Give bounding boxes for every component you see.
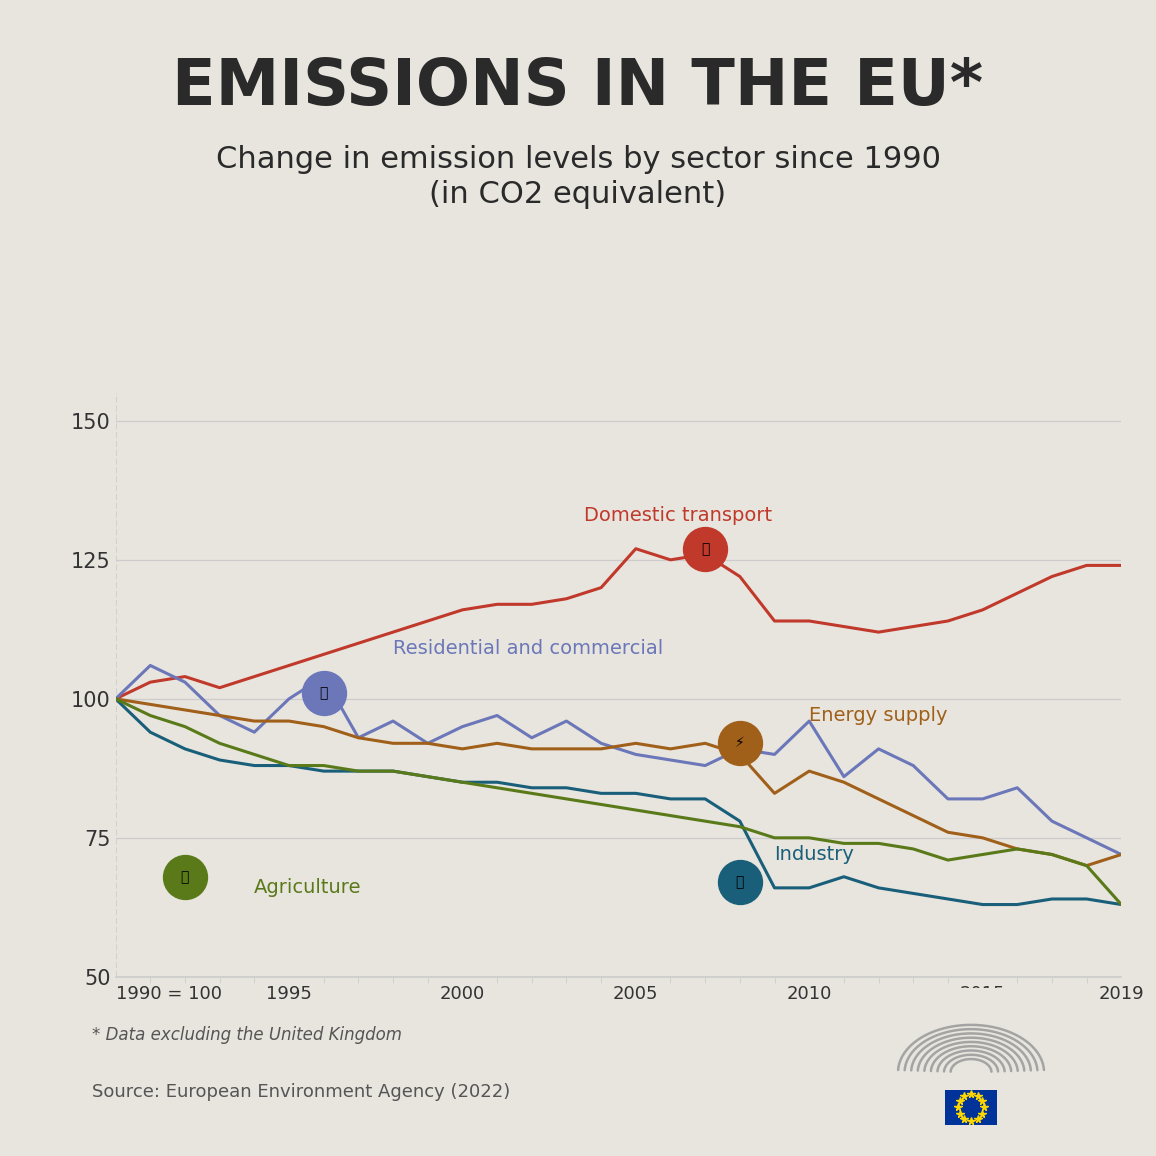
- Text: Industry: Industry: [775, 845, 854, 864]
- Text: Change in emission levels by sector since 1990: Change in emission levels by sector sinc…: [215, 144, 941, 175]
- Point: [314, 684, 333, 703]
- Text: ⚡: ⚡: [735, 736, 744, 750]
- Text: Source: European Environment Agency (2022): Source: European Environment Agency (202…: [92, 1083, 511, 1102]
- Text: 2000: 2000: [439, 985, 486, 1003]
- FancyBboxPatch shape: [944, 1090, 998, 1125]
- Point: [731, 873, 749, 891]
- Text: Residential and commercial: Residential and commercial: [393, 639, 664, 658]
- Text: Domestic transport: Domestic transport: [584, 506, 772, 525]
- Text: 2019: 2019: [1098, 985, 1144, 1003]
- Point: [696, 540, 714, 558]
- Text: 1990 = 100: 1990 = 100: [116, 985, 222, 1003]
- Point: [731, 734, 749, 753]
- Text: 🚜: 🚜: [180, 869, 190, 883]
- Text: 🏭: 🏭: [735, 875, 744, 889]
- Text: (in CO2 equivalent): (in CO2 equivalent): [429, 179, 727, 209]
- Text: Agriculture: Agriculture: [254, 879, 362, 897]
- Text: 🏠: 🏠: [319, 687, 328, 701]
- Text: EMISSIONS IN THE EU*: EMISSIONS IN THE EU*: [172, 55, 984, 118]
- Text: 1995: 1995: [266, 985, 312, 1003]
- Text: 2010: 2010: [786, 985, 832, 1003]
- Text: Energy supply: Energy supply: [809, 706, 948, 725]
- Text: 2005: 2005: [613, 985, 659, 1003]
- Text: * Data excluding the United Kingdom: * Data excluding the United Kingdom: [92, 1025, 402, 1044]
- Point: [176, 867, 194, 885]
- Text: 🚗: 🚗: [701, 542, 710, 556]
- Text: 2015: 2015: [959, 985, 1006, 1003]
